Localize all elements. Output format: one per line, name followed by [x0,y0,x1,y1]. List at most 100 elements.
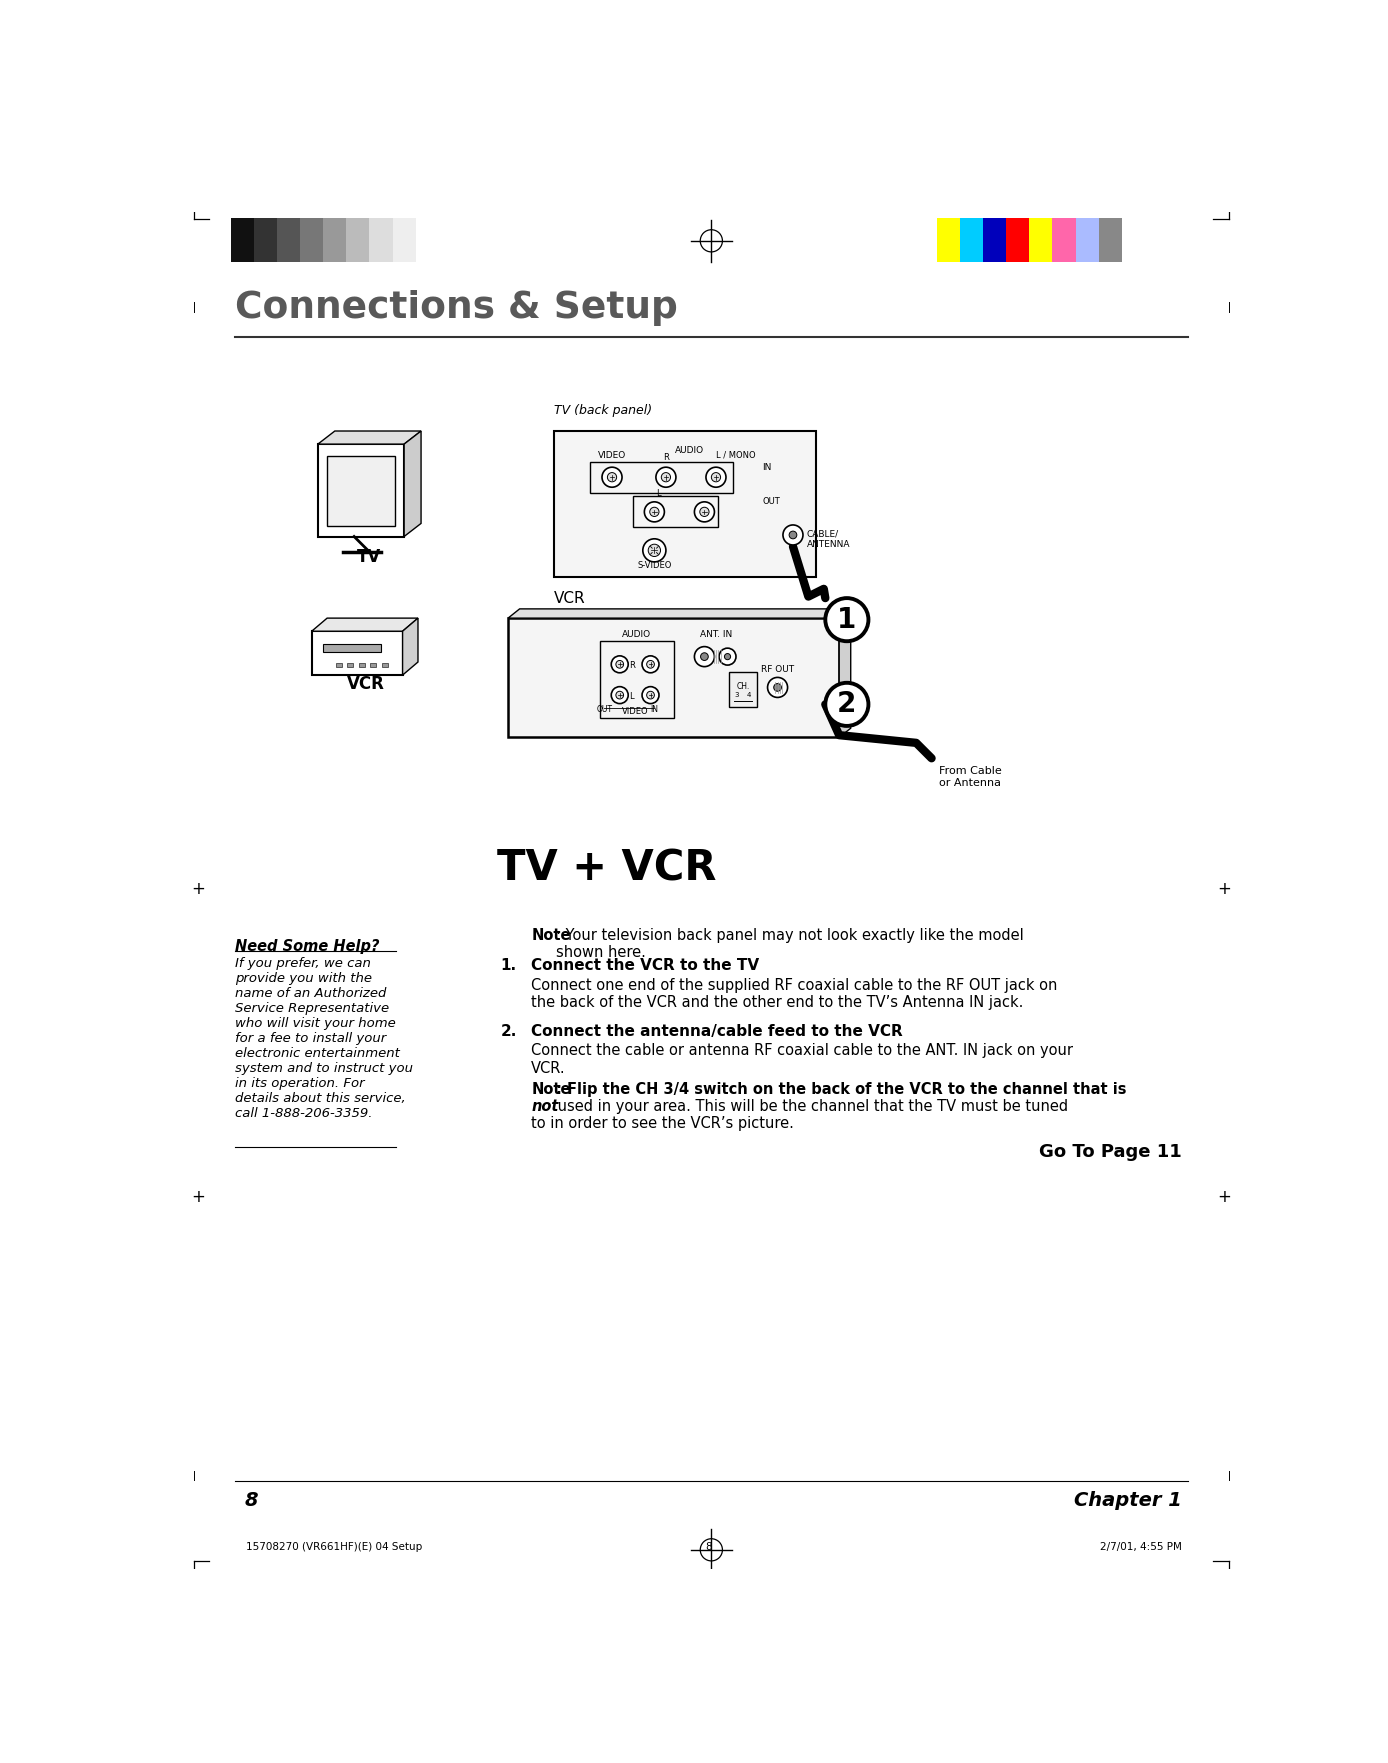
Text: S-VIDEO: S-VIDEO [637,561,672,569]
Bar [1076,217,1099,263]
Bar [230,217,254,263]
Text: 3: 3 [734,691,738,698]
Text: to in order to see the VCR’s picture.: to in order to see the VCR’s picture. [532,1116,794,1130]
Text: 2/7/01, 4:55 PM: 2/7/01, 4:55 PM [1099,1543,1181,1551]
Polygon shape [508,608,851,619]
Text: 2: 2 [837,691,856,718]
Bar [729,672,756,707]
Bar [1030,217,1052,263]
Bar [601,642,673,718]
Circle shape [647,691,654,698]
Text: VCR: VCR [347,675,384,693]
Circle shape [647,661,654,668]
Text: : Flip the CH 3/4 switch on the back of the VCR to the channel that is: : Flip the CH 3/4 switch on the back of … [555,1082,1126,1097]
Polygon shape [312,619,418,631]
Text: used in your area. This will be the channel that the TV must be tuned: used in your area. This will be the chan… [552,1098,1067,1114]
Text: CABLE/
ANTENNA: CABLE/ ANTENNA [806,529,851,548]
Circle shape [608,472,616,481]
Circle shape [719,649,736,665]
Text: Connect the antenna/cable feed to the VCR: Connect the antenna/cable feed to the VC… [532,1024,904,1038]
Bar [983,217,1006,263]
Text: OUT: OUT [762,497,780,506]
Text: Connect the cable or antenna RF coaxial cable to the ANT. IN jack on your
VCR.: Connect the cable or antenna RF coaxial … [532,1044,1073,1075]
Circle shape [711,472,720,481]
Text: AUDIO: AUDIO [622,631,651,640]
Text: +: + [192,880,205,897]
Bar [371,663,376,668]
Text: AUDIO: AUDIO [675,446,704,455]
Text: L / MONO: L / MONO [716,451,755,460]
Bar [382,663,389,668]
Text: VIDEO: VIDEO [598,451,626,460]
Bar [358,663,365,668]
Circle shape [611,686,629,703]
Circle shape [611,656,629,673]
Text: L: L [657,490,661,499]
Circle shape [706,467,726,487]
Bar [554,430,816,577]
Circle shape [768,677,787,698]
Polygon shape [312,631,403,675]
Circle shape [783,525,804,545]
Text: L: L [629,693,633,702]
Bar [300,217,323,263]
Text: +: + [1217,1188,1231,1206]
Bar [590,462,733,492]
Circle shape [650,508,659,517]
Circle shape [648,545,661,557]
Text: R: R [629,661,634,670]
Circle shape [701,652,708,661]
Bar [336,663,341,668]
Polygon shape [318,430,421,444]
Text: IN: IN [762,462,772,471]
Bar [1006,217,1030,263]
Text: ANT. IN: ANT. IN [700,631,731,640]
Polygon shape [328,457,394,525]
Text: Go To Page 11: Go To Page 11 [1040,1142,1181,1162]
Bar [1052,217,1076,263]
Text: 2.: 2. [500,1024,516,1038]
Text: 1.: 1. [500,959,516,973]
Bar [254,217,278,263]
Bar [323,217,347,263]
Bar [508,619,840,737]
Polygon shape [404,430,421,536]
Circle shape [694,502,715,522]
Circle shape [661,472,670,481]
Circle shape [616,691,623,698]
Circle shape [643,539,666,562]
Text: RF OUT: RF OUT [761,665,794,673]
Text: If you prefer, we can
provide you with the
name of an Authorized
Service Represe: If you prefer, we can provide you with t… [235,957,412,1120]
Text: IN: IN [651,705,658,714]
Text: 8: 8 [705,1543,712,1551]
Circle shape [694,647,715,666]
Bar [937,217,960,263]
Bar [323,643,382,652]
Text: VCR: VCR [554,591,586,606]
Bar [369,217,393,263]
Bar [1099,217,1122,263]
Text: Connect the VCR to the TV: Connect the VCR to the TV [532,959,759,973]
Circle shape [725,654,730,659]
Circle shape [826,598,869,642]
Circle shape [790,531,797,539]
Text: Need Some Help?: Need Some Help? [235,940,379,954]
Circle shape [700,508,709,517]
Circle shape [602,467,622,487]
Circle shape [773,684,781,691]
Circle shape [657,467,676,487]
Text: CH.: CH. [736,682,750,691]
Text: Note: Note [532,1082,570,1097]
Text: Note: Note [532,927,570,943]
Text: 8: 8 [244,1491,258,1511]
Text: Connect one end of the supplied RF coaxial cable to the RF OUT jack on
the back : Connect one end of the supplied RF coaxi… [532,978,1058,1010]
Bar [278,217,300,263]
Bar [347,663,354,668]
Text: 15708270 (VR661HF)(E) 04 Setup: 15708270 (VR661HF)(E) 04 Setup [246,1543,422,1551]
Text: From Cable
or Antenna: From Cable or Antenna [940,765,1002,788]
Bar [393,217,415,263]
Text: OUT: OUT [597,705,612,714]
Text: : Your television back panel may not look exactly like the model
shown here.: : Your television back panel may not loo… [555,927,1023,961]
Text: Chapter 1: Chapter 1 [1074,1491,1181,1511]
Text: Connections & Setup: Connections & Setup [235,289,677,326]
